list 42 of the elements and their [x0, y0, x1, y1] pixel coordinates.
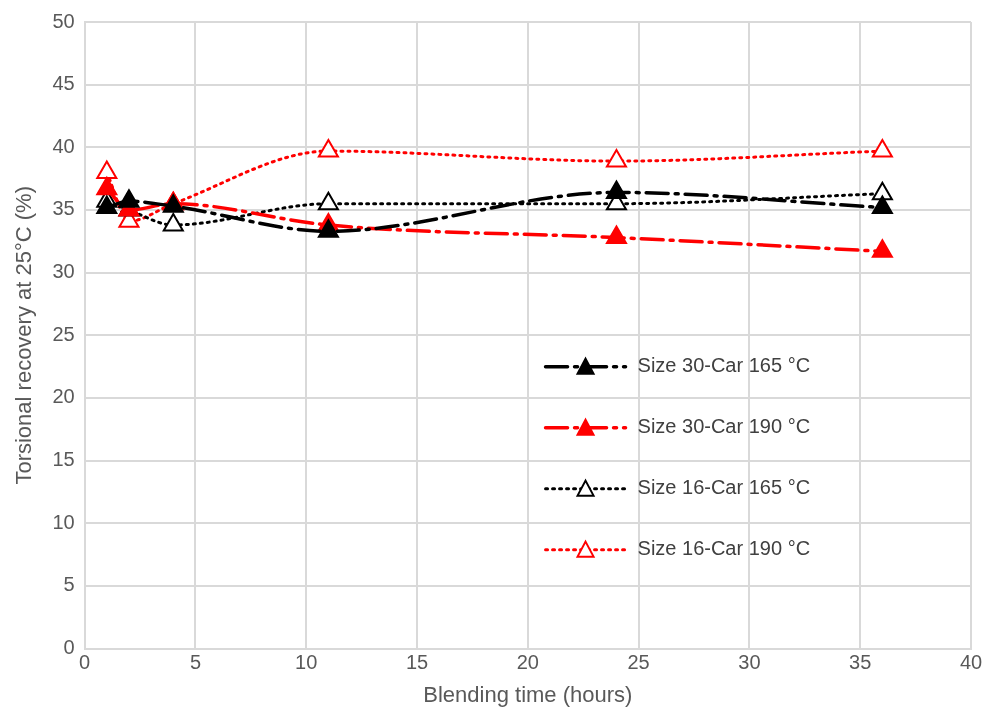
- point: [96, 176, 118, 196]
- legend-label: Size 30-Car 190 °C: [637, 415, 811, 438]
- point: [605, 225, 627, 245]
- x-tick-label: 10: [295, 651, 318, 674]
- x-tick-label: 0: [79, 651, 91, 674]
- x-tick-label: 25: [627, 651, 650, 674]
- point: [871, 239, 893, 258]
- y-tick-label: 25: [52, 322, 75, 345]
- legend-label: Size 30-Car 165 °C: [637, 354, 811, 377]
- legend-label: Size 16-Car 165 °C: [637, 476, 811, 499]
- point: [317, 219, 339, 238]
- point: [605, 149, 627, 168]
- x-axis-title: Blending time (hours): [423, 681, 633, 707]
- y-tick-label: 20: [52, 385, 75, 408]
- x-tick-label: 20: [516, 651, 539, 674]
- x-tick-label: 35: [849, 651, 872, 674]
- point: [96, 160, 118, 179]
- legend-label: Size 16-Car 190 °C: [637, 537, 811, 560]
- x-tick-label: 30: [738, 651, 761, 674]
- point: [871, 181, 893, 201]
- x-tick-label: 40: [959, 651, 983, 674]
- point: [162, 213, 184, 232]
- y-tick-label: 40: [52, 134, 75, 157]
- x-tick-label: 15: [405, 651, 429, 674]
- y-tick-label: 10: [52, 510, 75, 533]
- point: [871, 195, 893, 214]
- y-axis-title: Torsional recovery at 25°C (%): [11, 186, 37, 485]
- point: [317, 139, 339, 158]
- point: [118, 189, 140, 208]
- point: [96, 195, 118, 214]
- y-tick-label: 45: [52, 72, 75, 95]
- y-tick-label: 0: [63, 636, 75, 659]
- y-tick-label: 15: [52, 448, 75, 471]
- point: [317, 191, 339, 211]
- y-tick-label: 35: [52, 197, 75, 220]
- x-tick-label: 5: [189, 651, 201, 674]
- y-tick-label: 50: [52, 9, 75, 32]
- point: [871, 139, 893, 158]
- point: [605, 180, 627, 199]
- point: [162, 194, 184, 213]
- y-tick-label: 30: [52, 260, 75, 283]
- y-tick-label: 5: [63, 573, 75, 596]
